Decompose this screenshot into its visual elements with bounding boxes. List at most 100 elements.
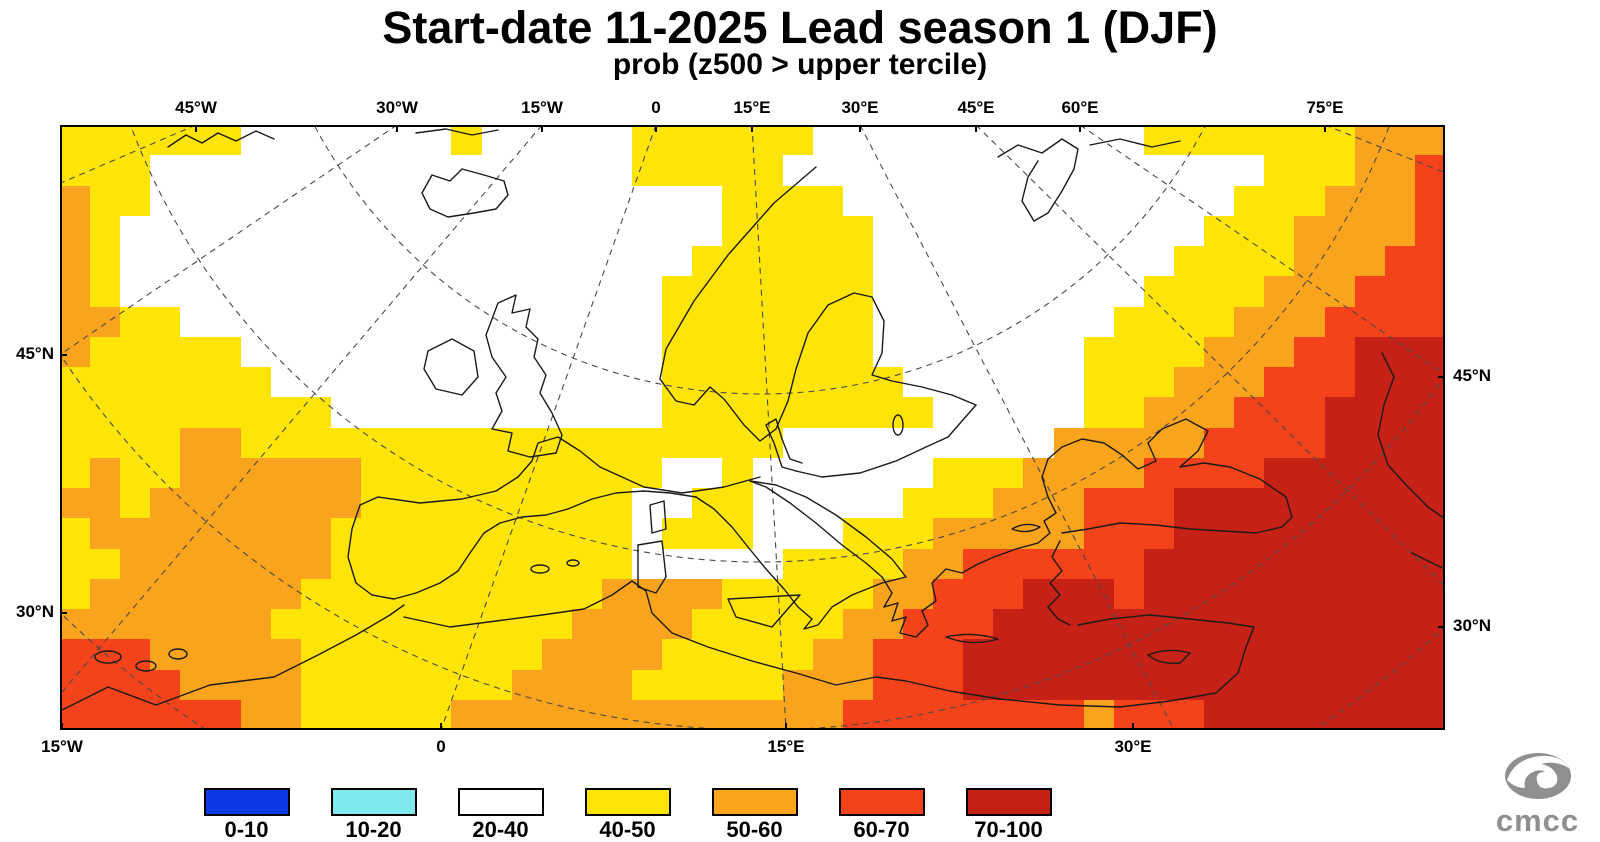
map-cell: [150, 699, 181, 730]
legend-label: 20-40: [472, 817, 529, 842]
map-cell: [330, 427, 362, 458]
map-cell: [1204, 699, 1235, 730]
map-cell: [361, 215, 392, 246]
map-cell: [872, 457, 904, 488]
map-cell: [421, 276, 452, 307]
map-cell: [1354, 246, 1385, 277]
map-cell: [240, 609, 271, 640]
map-cell: [421, 367, 452, 398]
map-cell: [511, 215, 542, 246]
map-cell: [1324, 276, 1355, 307]
map-cell: [1264, 185, 1295, 216]
axis-tick-label: 15°E: [733, 98, 771, 117]
map-cell: [541, 367, 572, 398]
map-cell: [541, 639, 572, 670]
map-cell: [632, 367, 663, 398]
map-cell: [933, 155, 964, 186]
map-cell: [361, 457, 392, 488]
map-cell: [481, 639, 512, 670]
axis-tick-label: 0: [436, 737, 446, 756]
map-cell: [210, 215, 241, 246]
map-cell: [1234, 246, 1265, 277]
map-cell: [1234, 578, 1265, 609]
map-cell: [963, 185, 994, 216]
map-cell: [1174, 246, 1205, 277]
map-cell: [421, 699, 452, 730]
map-cell: [511, 548, 542, 579]
map-cell: [511, 699, 542, 730]
map-cell: [421, 246, 452, 277]
map-cell: [330, 518, 362, 549]
map-cell: [1143, 548, 1175, 579]
map-cell: [692, 427, 723, 458]
map-cell: [330, 125, 362, 156]
map-cell: [662, 336, 693, 367]
map-cell: [933, 548, 964, 579]
map-cell: [632, 699, 663, 730]
map-cell: [1294, 609, 1325, 640]
map-cell: [1174, 548, 1205, 579]
map-cell: [963, 609, 994, 640]
map-cell: [993, 427, 1024, 458]
map-cell: [993, 215, 1024, 246]
map-cell: [391, 276, 422, 307]
map-cell: [1264, 609, 1295, 640]
map-cell: [1234, 276, 1265, 307]
map-cell: [1414, 578, 1445, 609]
map-cell: [1414, 609, 1445, 640]
map-cell: [391, 609, 422, 640]
map-cell: [180, 246, 211, 277]
map-cell: [601, 548, 633, 579]
map-cell: [541, 215, 572, 246]
map-cell: [481, 548, 512, 579]
map-cell: [872, 518, 904, 549]
map-cell: [541, 185, 572, 216]
map-cell: [541, 669, 572, 700]
map-cell: [1053, 457, 1084, 488]
map-cell: [662, 578, 693, 609]
map-cell: [481, 306, 512, 337]
map-cell: [330, 367, 362, 398]
map-cell: [963, 488, 994, 519]
map-cell: [451, 427, 482, 458]
map-cell: [1234, 457, 1265, 488]
map-cell: [90, 639, 121, 670]
map-cell: [210, 125, 241, 156]
map-cell: [933, 427, 964, 458]
map-cell: [993, 367, 1024, 398]
map-cell: [300, 609, 331, 640]
map-cell: [692, 276, 723, 307]
map-cell: [391, 639, 422, 670]
map-cell: [692, 548, 723, 579]
map-cell: [1324, 397, 1355, 428]
map-cell: [1414, 397, 1445, 428]
map-cell: [963, 518, 994, 549]
map-cell: [150, 215, 181, 246]
map-cell: [1023, 427, 1054, 458]
map-cell: [963, 155, 994, 186]
map-cell: [722, 699, 753, 730]
map-cell: [752, 215, 783, 246]
map-cell: [511, 457, 542, 488]
map-cell: [993, 276, 1024, 307]
map-cell: [1234, 669, 1265, 700]
map-cell: [60, 125, 91, 156]
map-cell: [1294, 215, 1325, 246]
map-cell: [1384, 427, 1415, 458]
map-cell: [330, 276, 362, 307]
map-cell: [391, 155, 422, 186]
map-cell: [601, 639, 633, 670]
map-cell: [1264, 276, 1295, 307]
map-cell: [722, 669, 753, 700]
map-cell: [90, 276, 121, 307]
map-cell: [812, 306, 843, 337]
map-cell: [993, 639, 1024, 670]
map-cell: [842, 609, 873, 640]
map-cell: [752, 185, 783, 216]
map-cell: [1053, 215, 1084, 246]
map-cell: [1294, 639, 1325, 670]
map-cell: [1174, 125, 1205, 156]
map-cell: [662, 669, 693, 700]
map-cell: [662, 397, 693, 428]
map-cell: [1324, 488, 1355, 519]
